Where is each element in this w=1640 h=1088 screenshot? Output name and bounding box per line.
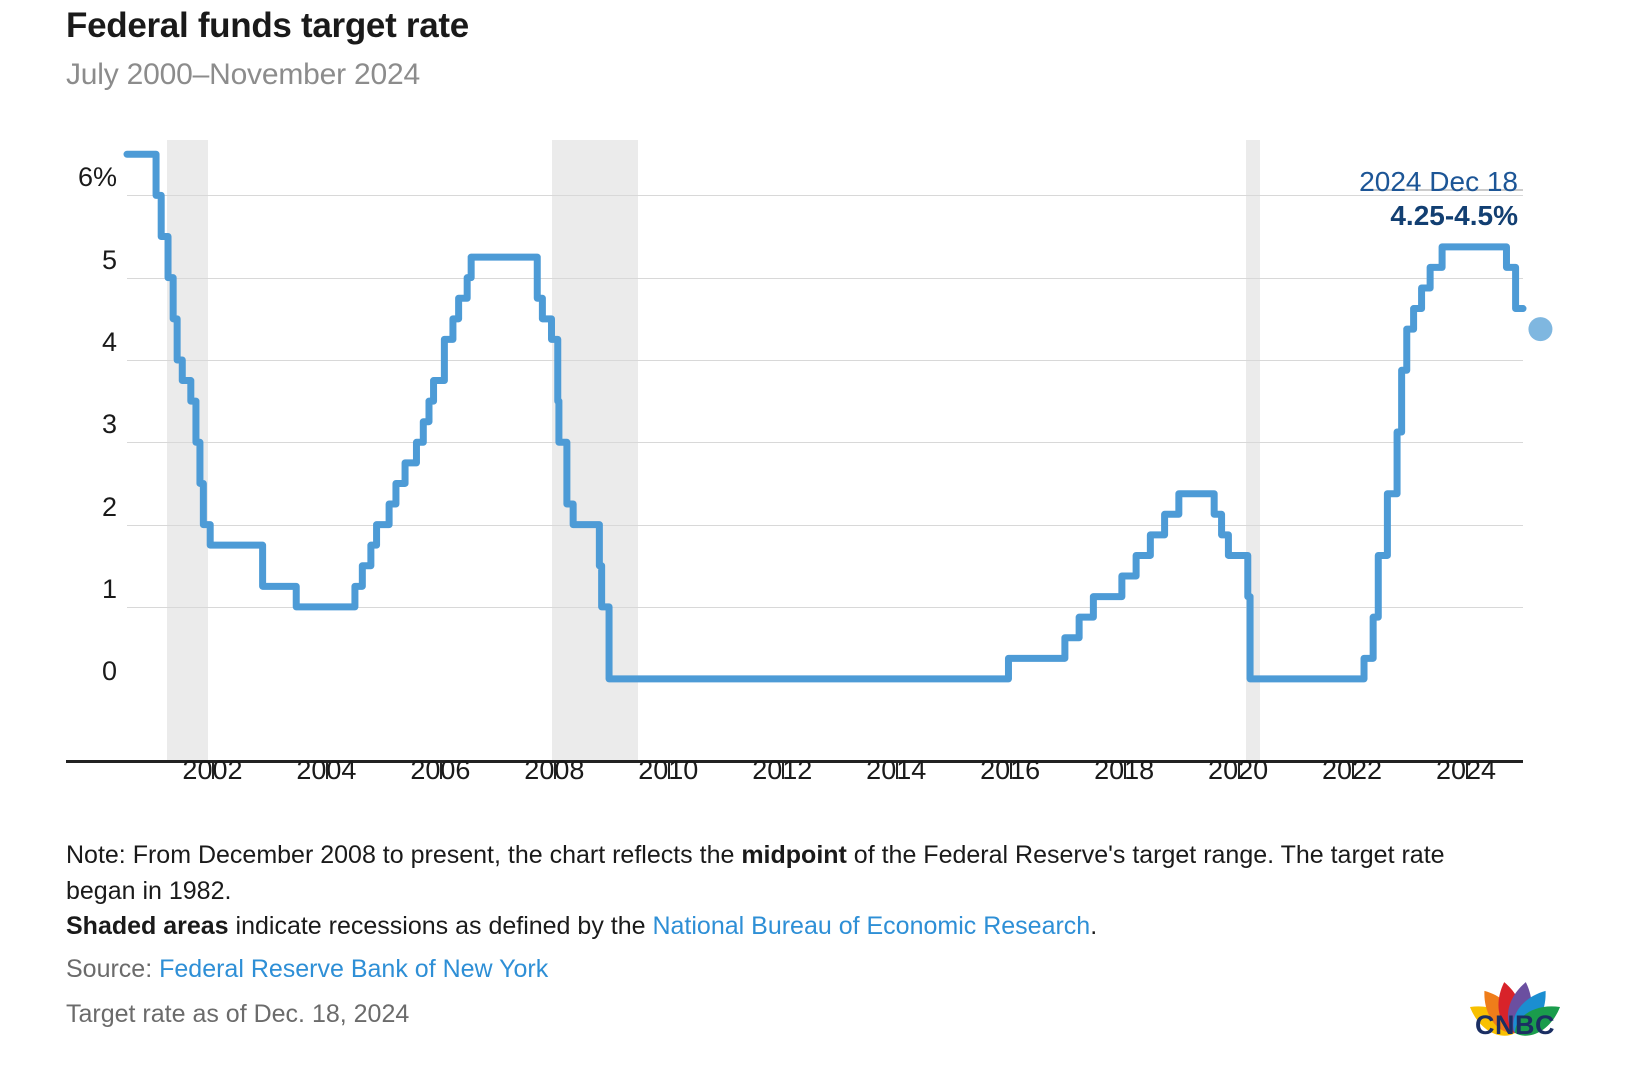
nber-link[interactable]: National Bureau of Economic Research [652,912,1091,940]
x-axis-tick-label: 2020 [1208,755,1269,785]
note-line2-suffix: . [1090,912,1098,940]
x-axis-line [66,760,1523,763]
x-axis-tick [896,763,899,779]
gridline [127,524,1523,526]
x-axis-tick [326,763,329,779]
x-axis-tick-label: 2002 [182,755,243,785]
x-axis-tick [440,763,443,779]
y-axis-tick-label: 1 [101,573,117,604]
end-point-marker [1528,317,1553,342]
source-line: Source: Federal Reserve Bank of New York [66,955,548,984]
chart-canvas: 0 1 2 3 4 5 6% 2002 2004 2006 2008 2010 2012 2014 201… [55,0,1553,820]
source-link[interactable]: Federal Reserve Bank of New York [159,955,549,983]
page-subtitle: July 2000–November 2024 [66,58,420,91]
y-axis-tick-label: 4 [101,326,117,357]
gridline [127,195,1523,197]
series-line [123,150,1527,683]
x-axis-tick-label: 2004 [296,755,357,785]
x-axis-tick-label: 2018 [1094,755,1155,785]
x-axis-tick-label: 2008 [524,755,585,785]
source-label: Source: [66,955,160,983]
y-axis-tick-label: 5 [101,244,117,275]
x-axis-tick [1010,763,1013,779]
x-axis-tick [1238,763,1241,779]
gridline [127,359,1523,361]
y-axis-labels: 0 1 2 3 4 5 6% [55,0,117,820]
y-axis-tick-label: 2 [101,491,117,522]
gridline [127,606,1523,608]
x-axis-tick-label: 2010 [638,755,699,785]
y-axis-tick-label: 0 [101,656,117,687]
x-axis-tick-label: 2012 [752,755,813,785]
as-of-line: Target rate as of Dec. 18, 2024 [66,1000,410,1028]
note-line1-prefix: Note: From December 2008 to present, the… [66,841,742,869]
x-axis-tick-label: 2024 [1435,755,1497,785]
x-axis-tick [554,763,557,779]
chart-notes: Note: From December 2008 to present, the… [66,838,1446,945]
x-axis-tick-label: 2014 [866,755,927,785]
x-axis-tick-label: 2006 [410,755,471,785]
series-federal-funds-target-rate [123,150,1553,683]
note-line2-mid: indicate recessions as defined by the [228,912,653,940]
x-axis-tick [1124,763,1127,779]
annotation-date: 2024 Dec 18 [1359,166,1518,197]
page-title: Federal funds target rate [66,6,469,45]
nbc-peacock-icon [1469,982,1561,1036]
x-axis-tick [1466,763,1469,779]
peacock-feather [1514,1006,1561,1036]
x-axis-tick-label: 2016 [980,755,1041,785]
gridline [127,442,1523,444]
x-axis-tick [782,763,785,779]
x-axis-tick-label: 2022 [1322,755,1383,785]
annotation-value: 4.25-4.5% [1390,200,1518,231]
gridline [127,277,1523,279]
x-axis-tick [212,763,215,779]
y-axis-tick-label: 6% [77,162,117,193]
x-axis-tick [1352,763,1355,779]
cnbc-wordmark: CNBC [1475,1010,1555,1040]
note-line2-bold: Shaded areas [66,912,229,940]
note-line1-suffix: of the Federal Reserve's target range. T… [66,841,1445,905]
note-line1-bold: midpoint [741,841,847,869]
y-axis-tick-label: 3 [101,409,117,440]
x-axis-tick [668,763,671,779]
